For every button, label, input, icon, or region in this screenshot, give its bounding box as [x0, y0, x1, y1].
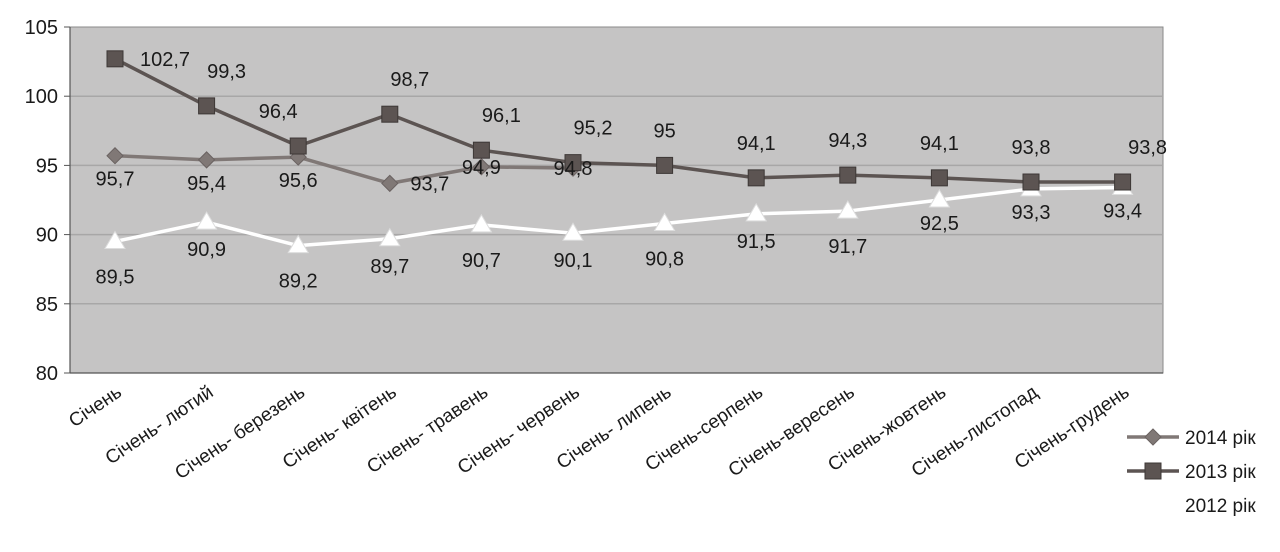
- data-label: 90,8: [645, 249, 684, 271]
- legend-marker: [1144, 428, 1162, 446]
- data-label: 89,5: [96, 267, 135, 289]
- data-label: 91,7: [828, 236, 867, 258]
- y-tick-label: 95: [36, 155, 58, 177]
- data-point-1: [839, 166, 857, 184]
- y-tick-label: 100: [25, 86, 58, 108]
- series-line-0: [114, 153, 574, 186]
- data-label: 92,5: [920, 213, 959, 235]
- data-label: 91,5: [737, 231, 776, 253]
- data-label: 93,3: [1012, 202, 1051, 224]
- data-point-2: [928, 189, 951, 208]
- data-point-2: [378, 227, 401, 247]
- data-label: 95,6: [279, 170, 318, 192]
- data-point-1: [1022, 173, 1040, 191]
- data-point-2: [195, 211, 218, 230]
- data-point-1: [106, 50, 124, 68]
- plot-area: [69, 26, 1164, 374]
- data-point-1: [198, 97, 216, 115]
- data-label: 99,3: [207, 61, 246, 83]
- data-label: 94,3: [828, 130, 867, 152]
- data-label: 89,2: [279, 271, 318, 293]
- y-tick-label: 85: [36, 294, 58, 316]
- data-label: 102,7: [140, 49, 190, 71]
- data-label: 90,1: [554, 250, 593, 272]
- data-label: 94,8: [554, 158, 593, 180]
- data-label: 93,8: [1128, 137, 1167, 159]
- data-point-2: [470, 213, 493, 233]
- legend-label: 2014 рік: [1185, 428, 1256, 449]
- data-label: 95: [653, 120, 675, 142]
- y-tick-label: 105: [25, 17, 58, 39]
- data-point-1: [564, 154, 582, 172]
- data-point-1: [930, 169, 948, 187]
- data-point-1: [747, 169, 765, 187]
- data-point-2: [653, 212, 676, 232]
- data-point-2: [836, 200, 859, 219]
- x-category-label: Січень: [65, 382, 126, 432]
- data-label: 93,7: [410, 173, 449, 195]
- data-point-0: [472, 158, 491, 176]
- data-label: 98,7: [390, 69, 429, 91]
- data-label: 90,7: [462, 250, 501, 272]
- data-label: 95,2: [574, 118, 613, 140]
- data-label: 90,9: [187, 239, 226, 261]
- y-tick-label: 80: [36, 363, 58, 385]
- data-point-0: [381, 174, 399, 193]
- data-label: 94,1: [737, 133, 776, 155]
- data-point-0: [106, 147, 124, 165]
- data-point-1: [289, 137, 307, 155]
- data-label: 93,8: [1012, 137, 1051, 159]
- data-point-1: [381, 105, 399, 123]
- legend-marker: [1144, 462, 1162, 480]
- data-point-2: [562, 222, 584, 241]
- data-label: 95,4: [187, 173, 226, 195]
- data-label: 94,1: [920, 133, 959, 155]
- data-point-2: [287, 234, 310, 254]
- legend-label: 2013 рік: [1185, 462, 1256, 483]
- series-line-2: [114, 185, 1123, 248]
- legend-label: 2012 рік: [1185, 496, 1256, 517]
- data-label: 89,7: [370, 256, 409, 278]
- data-label: 96,1: [482, 105, 521, 127]
- y-tick-label: 90: [36, 225, 58, 247]
- data-point-0: [197, 151, 216, 169]
- data-point-2: [104, 230, 126, 250]
- data-point-1: [472, 141, 490, 159]
- data-point-2: [745, 202, 768, 222]
- data-point-1: [656, 156, 674, 174]
- data-label: 94,9: [462, 157, 501, 179]
- data-label: 95,7: [96, 169, 135, 191]
- series-line-1: [114, 57, 1123, 184]
- data-label: 96,4: [259, 101, 298, 123]
- data-point-1: [1114, 173, 1132, 191]
- data-label: 93,4: [1103, 201, 1142, 223]
